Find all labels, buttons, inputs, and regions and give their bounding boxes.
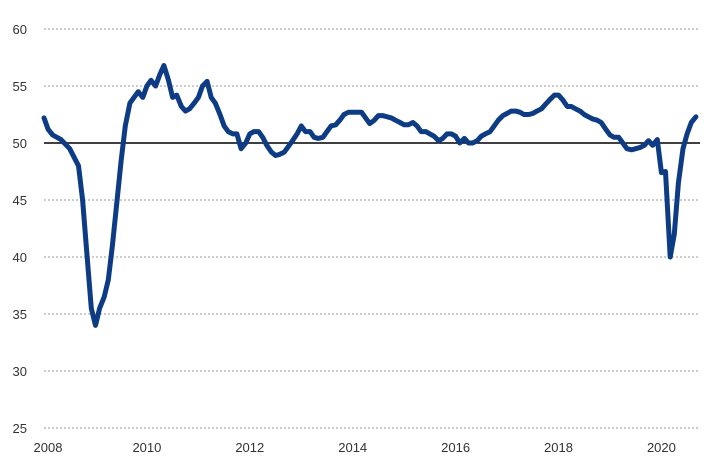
y-tick-label: 35: [13, 307, 27, 322]
y-tick-label: 55: [13, 79, 27, 94]
x-tick-label: 2008: [34, 440, 63, 455]
y-tick-label: 40: [13, 250, 27, 265]
y-tick-label: 50: [13, 136, 27, 151]
x-tick-label: 2014: [338, 440, 367, 455]
x-tick-label: 2018: [544, 440, 573, 455]
series-line-0: [41, 63, 699, 328]
y-axis-labels: 25 30 35 40 45 50 55 60: [13, 22, 27, 436]
gridlines: [44, 28, 700, 429]
y-tick-label: 30: [13, 364, 27, 379]
x-tick-label: 2012: [235, 440, 264, 455]
y-tick-label: 60: [13, 22, 27, 37]
x-tick-label: 2020: [647, 440, 676, 455]
x-axis-labels: 2008 2010 2012 2014 2016 2018 2020: [34, 440, 676, 455]
series-layer: [41, 63, 699, 328]
x-tick-label: 2010: [132, 440, 161, 455]
y-tick-label: 45: [13, 193, 27, 208]
y-tick-label: 25: [13, 421, 27, 436]
x-tick-label: 2016: [441, 440, 470, 455]
